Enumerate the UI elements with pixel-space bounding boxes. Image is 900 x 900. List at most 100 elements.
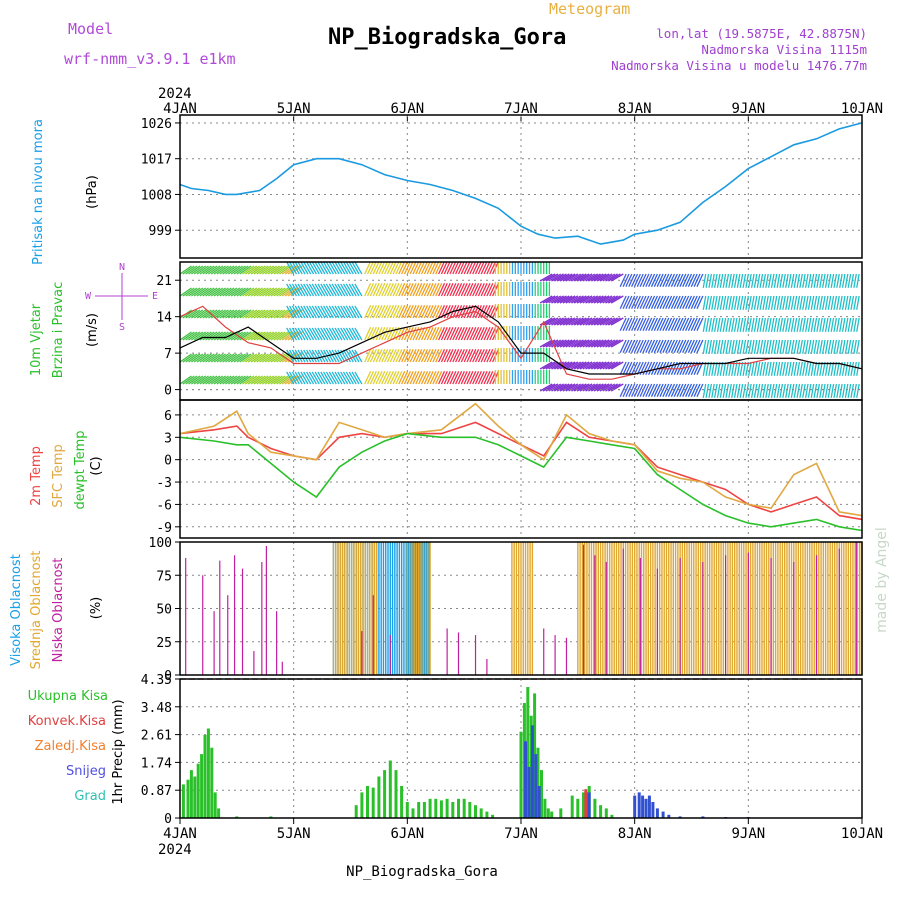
wind-arrow — [556, 317, 570, 326]
wind-arrow — [739, 295, 744, 310]
wind-arrow — [622, 383, 630, 397]
wind-arrow — [233, 353, 246, 363]
wind-arrow — [449, 262, 457, 275]
wind-arrow — [719, 295, 724, 310]
wind-arrow — [856, 383, 860, 398]
wind-arrow — [185, 287, 198, 297]
wind-arrow — [579, 273, 593, 282]
wind-arrow — [705, 273, 710, 288]
y-tick-label: 3.48 — [141, 701, 172, 716]
wind-arrow — [856, 317, 860, 332]
wind-arrow — [708, 295, 713, 310]
wind-arrow — [244, 309, 258, 319]
wind-arrow — [199, 265, 212, 275]
wind-arrow — [742, 339, 747, 354]
wind-arrow — [279, 287, 292, 297]
cloud-ylabel-mid: Srednja Oblacnost — [29, 551, 44, 670]
precip-bar-snijeg — [527, 766, 531, 818]
wind-arrow — [259, 287, 272, 297]
wind-arrow — [406, 262, 414, 275]
wind-arrow — [813, 361, 818, 376]
wind-arrow — [286, 371, 295, 385]
wind-arrow — [196, 353, 209, 363]
wind-arrow — [625, 295, 633, 309]
wind-arrow — [190, 265, 204, 275]
wind-arrow — [466, 283, 474, 297]
wind-arrow — [294, 349, 303, 363]
precip-bar-ukupna-kisa — [519, 731, 523, 818]
wind-arrow — [648, 295, 656, 309]
wind-arrow — [856, 339, 860, 354]
wind-arrow — [665, 339, 673, 353]
wind-arrow — [477, 262, 485, 275]
wind-arrow — [821, 339, 826, 354]
wind-arrow — [342, 349, 352, 363]
precip-bar-snijeg — [651, 802, 655, 818]
wind-arrow — [303, 283, 312, 297]
wind-arrow — [409, 349, 417, 363]
wind-arrow — [381, 327, 389, 341]
wind-arrow — [633, 383, 641, 397]
wind-arrow — [716, 317, 721, 332]
wind-arrow — [573, 317, 587, 326]
wind-arrow — [443, 283, 451, 297]
wind-arrow — [334, 349, 343, 363]
wind-arrow — [340, 305, 349, 319]
wind-arrow — [733, 317, 738, 332]
precip-bar-ukupna-kisa — [593, 798, 597, 818]
wind-arrow — [276, 309, 289, 319]
wind-arrow — [317, 371, 326, 385]
wind-arrow — [375, 371, 383, 385]
precip-bar-ukupna-kisa — [186, 779, 190, 818]
wind-arrow — [799, 317, 803, 332]
wind-arrow — [466, 371, 474, 385]
wind-arrow — [682, 383, 690, 397]
wind-arrow — [819, 361, 823, 376]
wind-arrow — [182, 375, 195, 385]
wind-arrow — [588, 273, 601, 282]
wind-arrow — [733, 339, 738, 354]
precip-bar-snijeg — [534, 754, 538, 818]
wind-speed-line — [179, 305, 863, 375]
wind-arrow — [819, 339, 823, 354]
wind-arrow — [303, 305, 312, 319]
wind-arrow — [804, 295, 809, 310]
wind-arrow — [571, 295, 584, 304]
wind-arrow — [816, 317, 821, 332]
precip-bar-ukupna-kisa — [457, 798, 460, 818]
temp-unit: (C) — [89, 456, 104, 475]
wind-arrow — [325, 305, 335, 319]
wind-arrow — [267, 265, 280, 275]
wind-arrow — [323, 327, 332, 341]
wind-arrow — [366, 327, 375, 341]
wind-arrow — [463, 262, 471, 275]
wind-arrow — [375, 349, 383, 363]
wind-arrow — [477, 283, 485, 297]
wind-arrow — [225, 265, 238, 275]
wind-arrow — [182, 265, 195, 275]
wind-arrow — [250, 309, 263, 319]
wind-arrow — [273, 353, 286, 363]
wind-arrow — [412, 283, 420, 297]
wind-arrow — [389, 283, 397, 297]
wind-arrow — [180, 331, 192, 341]
wind-arrow — [636, 295, 644, 309]
wind-arrow — [314, 371, 323, 385]
wind-arrow — [403, 262, 411, 275]
wind-arrow — [628, 317, 636, 331]
precip-bar-ukupna-kisa — [610, 814, 614, 818]
wind-arrow — [739, 317, 744, 332]
wind-arrow — [375, 327, 383, 341]
wind-arrow — [457, 262, 465, 275]
wind-arrow — [776, 317, 781, 332]
wind-arrow — [406, 327, 414, 341]
wind-arrow — [827, 339, 832, 354]
wind-arrow — [667, 317, 676, 331]
wind-arrow — [662, 383, 670, 397]
panel-border — [179, 541, 863, 676]
wind-arrow — [602, 339, 616, 348]
wind-arrow — [311, 262, 320, 275]
wind-arrow — [836, 339, 840, 354]
wind-arrow — [711, 383, 715, 398]
wind-arrow — [833, 361, 838, 376]
